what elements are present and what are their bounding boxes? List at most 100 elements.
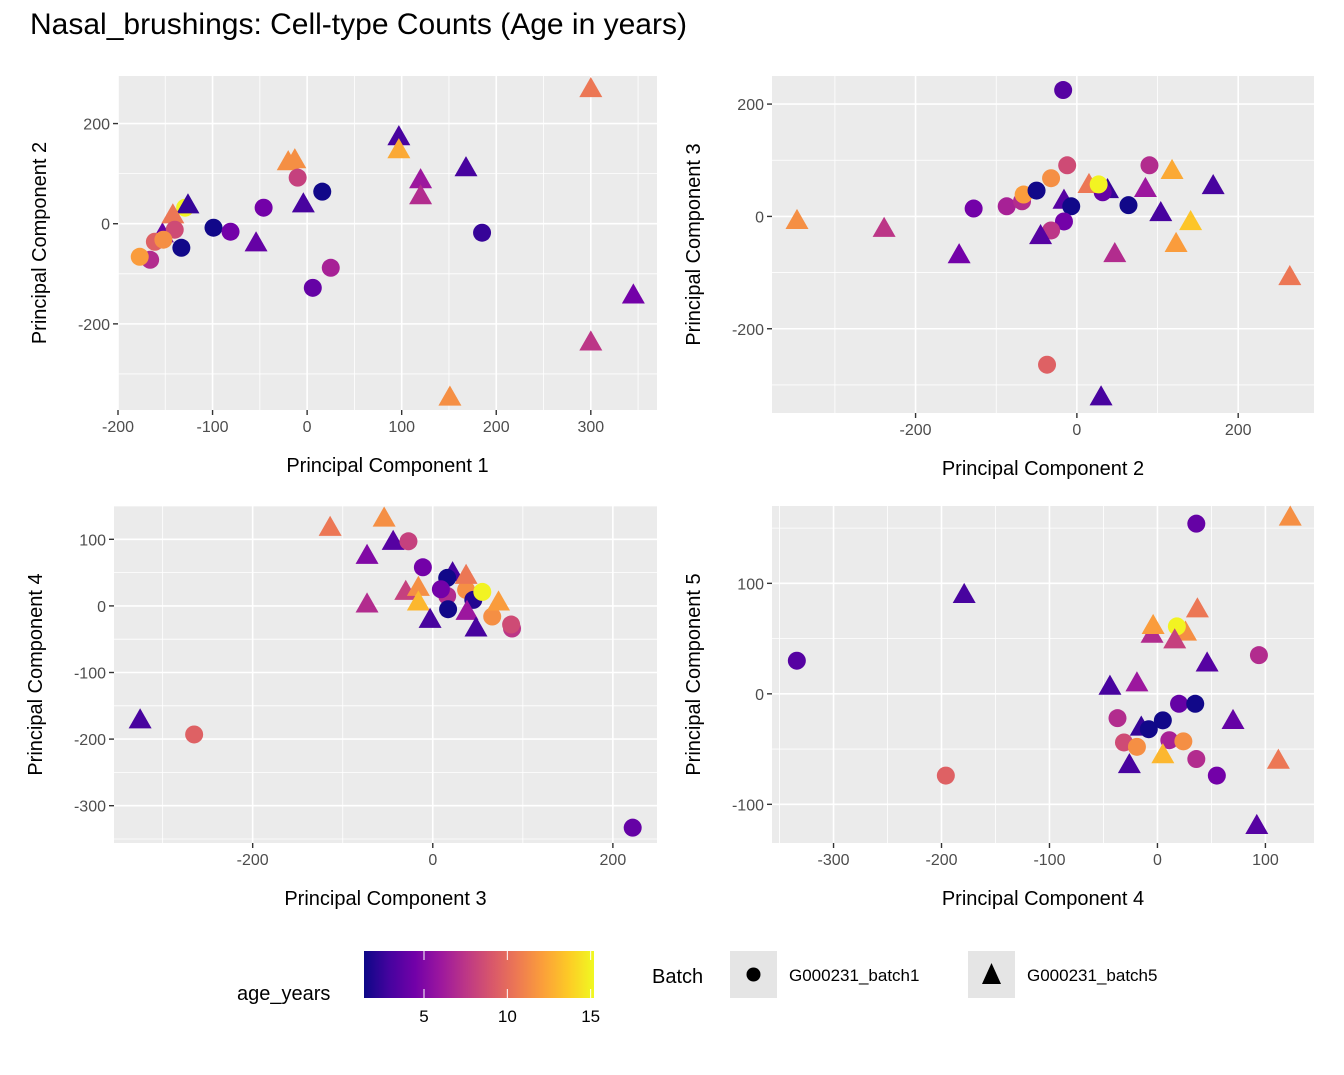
x-tick-label: 0 xyxy=(1072,422,1081,439)
data-point-triangle xyxy=(355,543,379,564)
data-point-circle xyxy=(1042,169,1061,188)
data-point-triangle xyxy=(161,203,185,224)
data-point-circle xyxy=(431,580,450,599)
data-point-triangle xyxy=(952,582,976,604)
scatter-panel-2: -200 0 200 -200 0 200 Principal Component 2 Pri… xyxy=(683,76,1314,480)
data-point-circle xyxy=(1058,156,1077,175)
data-point-circle xyxy=(1139,720,1158,739)
data-point-triangle xyxy=(283,148,307,169)
data-point-circle xyxy=(1167,617,1186,636)
data-point-triangle xyxy=(1278,265,1302,286)
data-point-triangle xyxy=(1103,241,1127,263)
colorbar xyxy=(364,951,594,998)
x-tick-label: 200 xyxy=(1225,422,1252,439)
y-tick-label: 0 xyxy=(97,599,106,616)
y-tick-label: 0 xyxy=(755,687,764,704)
legend-key-circle-icon xyxy=(746,967,761,982)
data-point-triangle xyxy=(1195,651,1219,672)
legend-label-batch1: G000231_batch1 xyxy=(789,966,919,985)
x-axis-title: Principal Component 4 xyxy=(942,888,1144,910)
y-axis-title: Principal Component 2 xyxy=(29,142,51,344)
y-tick-label: 200 xyxy=(737,97,764,114)
data-point-circle xyxy=(936,766,955,785)
data-point-triangle xyxy=(244,231,268,252)
data-point-triangle xyxy=(438,385,462,406)
data-point-triangle xyxy=(409,184,433,205)
data-point-triangle xyxy=(318,515,342,536)
y-tick-label: -200 xyxy=(78,317,110,334)
points xyxy=(785,81,1302,406)
y-tick-label: 0 xyxy=(101,217,110,234)
data-point-circle xyxy=(130,247,149,266)
y-tick-label: 100 xyxy=(79,532,106,549)
data-point-triangle xyxy=(621,283,645,304)
data-point-triangle xyxy=(176,193,200,214)
data-point-triangle xyxy=(1245,813,1269,834)
data-point-circle xyxy=(413,558,432,577)
points xyxy=(128,506,642,837)
scatter-panel-3: -200 0 200 -300 -200 -100 0 100 Principal Compon… xyxy=(25,505,657,910)
data-point-triangle xyxy=(1029,224,1053,245)
data-point-circle xyxy=(288,168,307,187)
x-tick-label: 300 xyxy=(577,419,604,436)
data-point-triangle xyxy=(1179,209,1203,231)
data-point-triangle xyxy=(1117,753,1141,774)
data-point-triangle xyxy=(1133,176,1157,197)
x-axis-title: Principal Component 3 xyxy=(284,888,486,910)
data-point-circle xyxy=(399,532,418,551)
x-tick-label: 0 xyxy=(428,852,437,869)
data-point-circle xyxy=(1108,709,1127,728)
data-point-circle xyxy=(1089,175,1108,194)
data-point-circle xyxy=(1186,694,1205,713)
data-point-triangle xyxy=(387,138,411,159)
y-tick-label: -200 xyxy=(74,732,106,749)
y-tick-label: -300 xyxy=(74,799,106,816)
colorbar-tick-label: 15 xyxy=(581,1007,600,1026)
data-point-circle xyxy=(204,218,223,237)
data-point-triangle xyxy=(1278,505,1302,526)
data-point-circle xyxy=(1174,732,1193,751)
data-point-circle xyxy=(321,258,340,277)
data-point-circle xyxy=(1160,731,1179,750)
data-point-circle xyxy=(1062,197,1081,216)
data-point-triangle xyxy=(381,529,405,550)
plot-background xyxy=(118,76,657,410)
data-point-triangle xyxy=(1201,174,1225,195)
data-point-triangle xyxy=(579,77,603,98)
colorbar-tick-label: 10 xyxy=(498,1007,517,1026)
data-point-circle xyxy=(313,182,332,201)
y-tick-label: 100 xyxy=(737,576,764,593)
colorbar-title: age_years xyxy=(237,983,330,1005)
scatter-panel-1: -200 -100 0 100 200 300 -200 0 200 Principal Comp… xyxy=(29,76,657,477)
data-point-circle xyxy=(1054,212,1073,231)
data-point-circle xyxy=(439,600,458,619)
data-point-triangle xyxy=(1164,231,1188,253)
data-point-circle xyxy=(997,197,1016,216)
data-point-circle xyxy=(221,222,240,241)
data-point-triangle xyxy=(464,616,488,637)
data-point-triangle xyxy=(372,506,396,527)
x-tick-label: 200 xyxy=(600,852,627,869)
colorbar-tick-label: 5 xyxy=(419,1007,428,1026)
x-tick-label: 200 xyxy=(483,419,510,436)
data-point-circle xyxy=(1038,355,1057,374)
data-point-circle xyxy=(473,223,492,242)
y-tick-label: -200 xyxy=(732,322,764,339)
scatter-panel-4: -300 -200 -100 0 100 -100 0 100 Principal Compon… xyxy=(683,505,1314,910)
data-point-triangle xyxy=(1149,200,1173,222)
data-point-triangle xyxy=(1141,613,1165,634)
x-tick-label: 0 xyxy=(1153,852,1162,869)
data-point-circle xyxy=(1127,737,1146,756)
data-point-triangle xyxy=(1151,743,1175,764)
data-point-circle xyxy=(185,725,204,744)
data-point-circle xyxy=(154,230,173,249)
data-point-circle xyxy=(303,278,322,297)
data-point-triangle xyxy=(128,708,152,729)
data-point-circle xyxy=(172,238,191,257)
x-tick-label: 100 xyxy=(1252,852,1279,869)
data-point-circle xyxy=(473,582,492,601)
data-point-circle xyxy=(1207,766,1226,785)
data-point-triangle xyxy=(1098,674,1122,695)
data-point-triangle xyxy=(291,192,315,213)
